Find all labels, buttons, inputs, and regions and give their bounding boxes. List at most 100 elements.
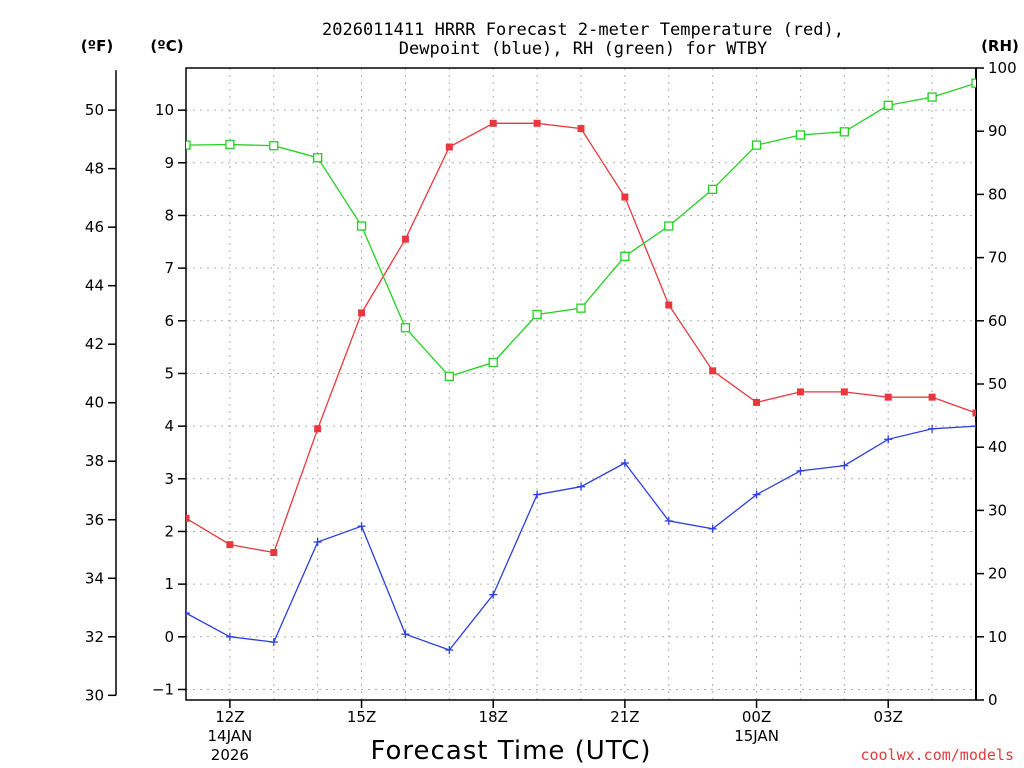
fahrenheit-tick-label: 30 <box>85 686 104 704</box>
fahrenheit-tick-label: 36 <box>85 511 104 529</box>
rh-tick-label: 80 <box>988 185 1007 203</box>
x-tick-label: 18Z <box>479 708 508 726</box>
x-tick-date-label: 14JAN <box>208 727 253 745</box>
dewpoint-point <box>489 590 498 599</box>
fahrenheit-tick-label: 44 <box>85 277 104 295</box>
rh-point <box>269 141 279 151</box>
temperature-point <box>314 425 322 433</box>
rh-tick-label: 60 <box>988 312 1007 330</box>
temperature-point <box>840 388 848 396</box>
rh-point <box>532 309 542 320</box>
celsius-tick-label: 8 <box>164 206 174 224</box>
rh-point <box>927 92 937 102</box>
fahrenheit-tick-label: 50 <box>85 101 104 119</box>
temperature-point <box>533 119 541 127</box>
temperature-point <box>972 409 976 417</box>
fahrenheit-tick-label: 34 <box>85 569 104 587</box>
dewpoint-point <box>313 538 322 546</box>
dewpoint-point <box>445 645 454 654</box>
rh-tick-label: 30 <box>988 501 1007 519</box>
x-tick-label: 12Z <box>215 708 244 726</box>
fahrenheit-tick-label: 38 <box>85 452 104 470</box>
fahrenheit-tick-label: 46 <box>85 218 104 236</box>
dewpoint-point <box>884 435 893 444</box>
x-tick-label: 03Z <box>874 708 903 726</box>
rh-point <box>488 357 498 368</box>
rh-point <box>444 371 454 382</box>
rh-tick-label: 10 <box>988 628 1007 646</box>
dewpoint-point <box>225 632 234 641</box>
rh-point <box>186 140 191 150</box>
credit-link[interactable]: coolwx.com/models <box>860 746 1014 764</box>
fahrenheit-tick-label: 40 <box>85 394 104 412</box>
x-tick-date-label: 15JAN <box>734 727 779 745</box>
rh-point <box>576 303 586 313</box>
dewpoint-point <box>401 630 410 639</box>
rh-point <box>620 251 630 261</box>
x-tick-label: 00Z <box>742 708 771 726</box>
x-axis-title: Forecast Time (UTC) <box>370 736 651 766</box>
dewpoint-point <box>708 524 717 533</box>
rh-tick-label: 50 <box>988 375 1007 393</box>
celsius-tick-label: 3 <box>164 470 174 488</box>
temperature-point <box>796 388 804 396</box>
x-tick-year-label: 2026 <box>211 746 249 764</box>
unit-label-rh: (RH) <box>981 37 1019 55</box>
rh-tick-label: 100 <box>988 59 1017 77</box>
temperature-point <box>401 235 409 243</box>
rh-tick-label: 70 <box>988 249 1007 267</box>
celsius-tick-label: 0 <box>164 628 174 646</box>
rh-point <box>839 127 849 137</box>
dewpoint-point <box>533 490 542 499</box>
dewpoint-point <box>840 461 849 470</box>
temperature-point <box>445 143 453 151</box>
celsius-tick-label: 10 <box>155 101 174 119</box>
temperature-point <box>270 549 278 557</box>
celsius-tick-label: 1 <box>164 575 174 593</box>
grid-lines <box>186 68 976 700</box>
temperature-point <box>884 393 892 401</box>
dewpoint-point <box>972 422 976 431</box>
unit-label-fahrenheit: (ºF) <box>81 37 113 55</box>
rh-tick-label: 90 <box>988 122 1007 140</box>
fahrenheit-tick-label: 32 <box>85 628 104 646</box>
temperature-point <box>577 125 585 133</box>
dewpoint-point <box>752 490 761 499</box>
rh-tick-label: 0 <box>988 691 998 709</box>
chart-title-line1: 2026011411 HRRR Forecast 2-meter Tempera… <box>322 20 844 40</box>
temperature-point <box>621 193 629 201</box>
x-tick-label: 21Z <box>610 708 639 726</box>
rh-point <box>751 140 762 150</box>
rh-point <box>313 153 323 163</box>
rh-point <box>400 323 411 333</box>
dewpoint-point <box>186 609 190 618</box>
rh-tick-label: 20 <box>988 565 1007 583</box>
dewpoint-point <box>928 424 937 433</box>
rh-point <box>795 130 806 140</box>
rh-point <box>225 139 235 150</box>
rh-point <box>883 100 893 110</box>
celsius-tick-label: 9 <box>164 154 174 172</box>
temperature-point <box>928 393 936 401</box>
temperature-point <box>709 367 717 375</box>
rh-point <box>971 78 976 88</box>
rh-point <box>708 184 718 194</box>
celsius-tick-label: 7 <box>164 259 174 277</box>
dewpoint-point <box>357 522 366 531</box>
temperature-point <box>186 514 190 522</box>
series-clip-group <box>186 78 976 654</box>
dewpoint-point <box>269 638 278 647</box>
unit-label-celsius: (ºC) <box>150 37 183 55</box>
celsius-tick-label: 2 <box>164 522 174 540</box>
temperature-point <box>226 541 234 549</box>
axes <box>108 67 984 708</box>
data-series <box>186 78 976 654</box>
rh-point <box>664 221 674 231</box>
dewpoint-point <box>577 482 585 491</box>
rh-point <box>356 221 367 231</box>
celsius-tick-label: 4 <box>164 417 174 435</box>
rh-tick-label: 40 <box>988 438 1007 456</box>
temperature-point <box>489 119 497 127</box>
fahrenheit-tick-label: 48 <box>85 160 104 178</box>
